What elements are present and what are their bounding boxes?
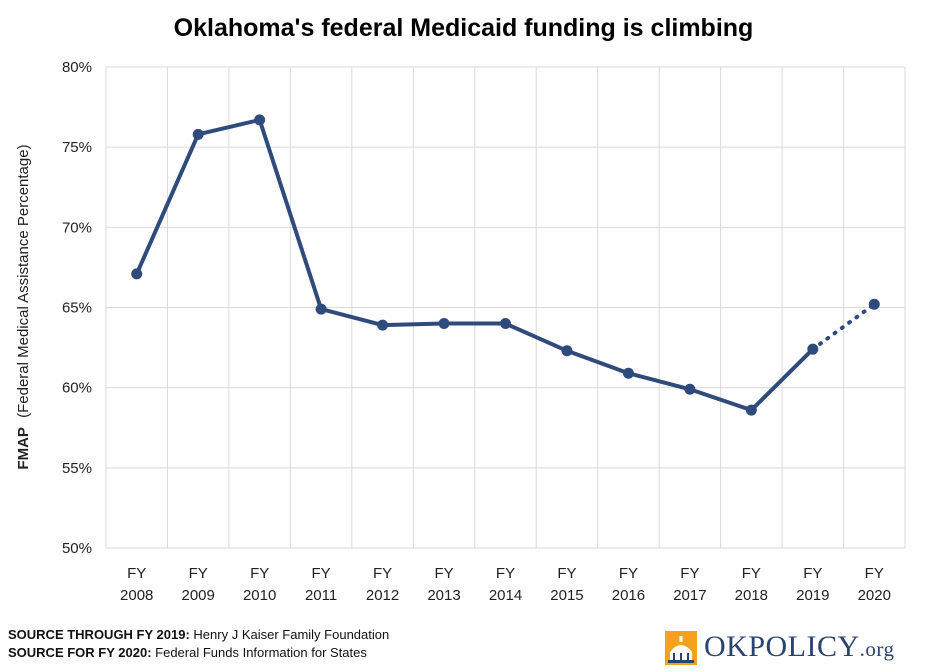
source-line: SOURCE FOR FY 2020: Federal Funds Inform… bbox=[8, 644, 389, 662]
data-point bbox=[622, 367, 634, 379]
y-tick-label: 80% bbox=[62, 59, 92, 76]
y-tick-label: 65% bbox=[62, 300, 92, 317]
x-tick-label: FY 2018 bbox=[735, 565, 768, 604]
okpolicy-logo[interactable]: OKPOLICY.org bbox=[664, 630, 895, 666]
x-tick-label: FY 2011 bbox=[305, 565, 337, 604]
series-fmap bbox=[131, 114, 880, 416]
source-text: Federal Funds Information for States bbox=[155, 645, 367, 660]
data-point bbox=[807, 343, 819, 355]
logo-text: OKPOLICY.org bbox=[704, 629, 895, 667]
x-tick-label: FY 2019 bbox=[796, 565, 829, 604]
x-tick-label: FY 2012 bbox=[366, 565, 399, 604]
x-tick-label: FY 2014 bbox=[489, 565, 522, 604]
data-point bbox=[438, 318, 450, 330]
y-tick-label: 50% bbox=[62, 540, 92, 557]
x-axis-ticks: FY 2008 FY 2009 FY 2010 FY 2011 FY 2012 FY 2013 FY 20… bbox=[120, 565, 891, 604]
logo-suffix: .org bbox=[859, 637, 895, 661]
x-tick-label: FY 2020 bbox=[858, 565, 891, 604]
y-axis-label: FMAP (Federal Medical Assistance Percent… bbox=[15, 144, 32, 469]
chart-title: Oklahoma's federal Medicaid funding is c… bbox=[173, 14, 754, 42]
y-tick-label: 70% bbox=[62, 219, 92, 236]
x-tick-label: FY 2008 bbox=[120, 565, 153, 604]
data-point bbox=[684, 383, 696, 395]
x-tick-label: FY 2015 bbox=[550, 565, 583, 604]
y-axis-ticks: 50% 55% 60% 65% 70% 75% 80% bbox=[62, 59, 92, 557]
x-tick-label: FY 2013 bbox=[427, 565, 460, 604]
data-point bbox=[192, 128, 204, 140]
source-line: SOURCE THROUGH FY 2019: Henry J Kaiser F… bbox=[8, 626, 389, 644]
line-chart: 50% 55% 60% 65% 70% 75% 80% FY 2008 FY 2009 FY 2010… bbox=[15, 59, 906, 604]
series-line-actual bbox=[134, 117, 815, 413]
data-point bbox=[868, 298, 880, 310]
data-point bbox=[745, 404, 757, 416]
data-point bbox=[254, 114, 266, 126]
x-tick-label: FY 2010 bbox=[243, 565, 276, 604]
data-point bbox=[131, 268, 143, 280]
y-tick-label: 75% bbox=[62, 139, 92, 156]
logo-main: OKPOLICY bbox=[704, 630, 860, 663]
x-tick-label: FY 2017 bbox=[673, 565, 706, 604]
x-tick-label: FY 2009 bbox=[182, 565, 215, 604]
data-point bbox=[561, 345, 573, 357]
y-tick-label: 60% bbox=[62, 380, 92, 397]
y-tick-label: 55% bbox=[62, 460, 92, 477]
sources: SOURCE THROUGH FY 2019: Henry J Kaiser F… bbox=[8, 626, 389, 662]
data-point bbox=[500, 318, 511, 330]
y-axis-label-rest: (Federal Medical Assistance Percentage) bbox=[15, 144, 32, 417]
source-text: Henry J Kaiser Family Foundation bbox=[193, 627, 390, 642]
data-point bbox=[377, 319, 389, 331]
x-tick-label: FY 2016 bbox=[612, 565, 645, 604]
grid bbox=[105, 66, 906, 549]
source-label: SOURCE FOR FY 2020: bbox=[8, 645, 152, 660]
source-label: SOURCE THROUGH FY 2019: bbox=[8, 627, 190, 642]
series-line-projected bbox=[810, 302, 877, 352]
data-point bbox=[315, 303, 327, 315]
y-axis-label-bold: FMAP bbox=[15, 427, 32, 470]
capitol-dome-icon bbox=[665, 631, 697, 665]
